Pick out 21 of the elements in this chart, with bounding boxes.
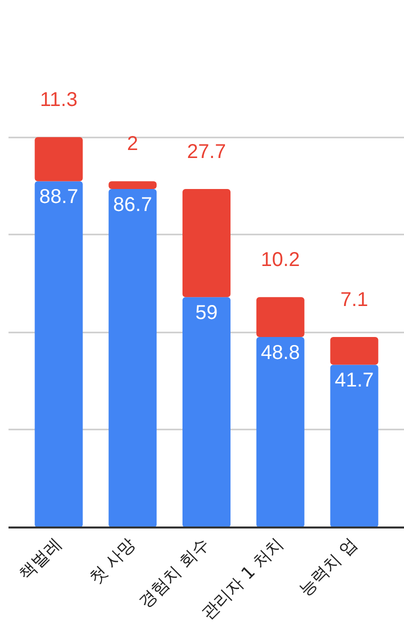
data-label: 88.7: [39, 186, 78, 208]
bar: [256, 297, 304, 337]
bar: [330, 364, 378, 528]
data-label: 41.7: [334, 370, 374, 392]
bar: [182, 189, 231, 298]
x-tick-label: 첫 사망: [86, 534, 140, 588]
bar: [108, 181, 157, 190]
data-label: 10.2: [260, 248, 300, 271]
bar: [256, 337, 304, 528]
data-label: 48.8: [260, 342, 300, 364]
bar: [34, 181, 83, 528]
bar: [182, 297, 231, 528]
bar: [108, 189, 157, 528]
data-label: 7.1: [340, 288, 368, 311]
bar: [34, 137, 83, 182]
data-label: 27.7: [187, 140, 226, 163]
data-label: 86.7: [113, 194, 152, 216]
data-label: 2: [127, 133, 138, 156]
data-label: 59: [195, 302, 218, 324]
bar: [330, 337, 378, 365]
data-label: 11.3: [40, 88, 78, 111]
